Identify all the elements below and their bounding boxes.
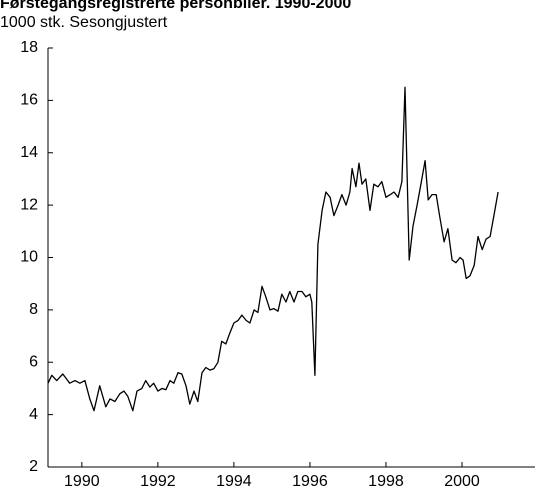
x-tick-label: 1996 [292, 473, 328, 490]
chart-subtitle: 1000 stk. Sesongjustert [0, 14, 168, 31]
y-tick-label: 14 [20, 144, 38, 161]
y-tick-label: 10 [20, 249, 38, 266]
x-tick-label: 1994 [216, 473, 252, 490]
y-tick-label: 16 [20, 92, 38, 109]
chart-title: Førstegangsregistrerte personbiler. 1990… [0, 0, 351, 12]
y-tick-label: 4 [29, 406, 38, 423]
y-tick-label: 8 [29, 301, 38, 318]
y-tick-label: 18 [20, 39, 38, 56]
y-tick-label: 2 [29, 458, 38, 475]
y-tick-label: 12 [20, 196, 38, 213]
x-tick-label: 2000 [444, 473, 480, 490]
x-tick-label: 1990 [64, 473, 100, 490]
x-tick-label: 1998 [368, 473, 404, 490]
data-line [47, 86, 499, 412]
y-tick-label: 6 [29, 353, 38, 370]
x-tick-label: 1992 [140, 473, 176, 490]
